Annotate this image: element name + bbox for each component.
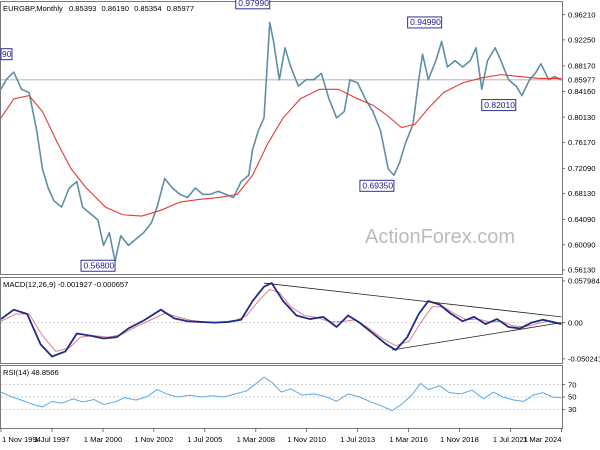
x-tick-label-2: 1 Mar 2000 (84, 435, 122, 444)
macd-panel-frame (0, 277, 563, 364)
macd-y-tick-label-1: 0.00 (568, 318, 583, 327)
rsi-panel-label: RSI(14) 48.8566 (3, 368, 59, 377)
x-tick-label-9: 1 Nov 2018 (440, 435, 479, 444)
x-tick-label-4: 1 Jul 2005 (187, 435, 222, 444)
sma-series-line (0, 74, 562, 217)
callout-box-4 (80, 259, 116, 272)
price-y-tick-label-0: 0.96210 (568, 10, 595, 19)
price-y-tick-label-7: 0.68130 (568, 189, 595, 198)
rsi-line (0, 376, 562, 412)
x-tick-label-0: 1 Nov 1994 (2, 435, 41, 444)
current-price-label: 0.85977 (568, 76, 595, 85)
callout-box-0 (235, 0, 271, 10)
price-series-line (0, 21, 562, 263)
callout-label-0: 0.97990 (238, 0, 269, 8)
x-tick-label-1: 1 Jul 1997 (34, 435, 69, 444)
price-y-tick-label-3: 0.84160 (568, 87, 595, 96)
callout-label-4: 0.56800 (84, 261, 115, 271)
ohlc-close: 0.85977 (167, 4, 194, 13)
price-y-tick-label-9: 0.60090 (568, 240, 595, 249)
callout-label-1: 0.94990 (410, 17, 441, 27)
callout-box-2 (481, 99, 517, 112)
price-y-tick-label-1: 0.92250 (568, 36, 595, 45)
price-panel-header: EURGBP,Monthly 0.85393 0.86190 0.85354 0… (3, 4, 194, 13)
x-tick-label-7: 1 Jul 2013 (340, 435, 375, 444)
left-edge-callout-box (0, 48, 13, 61)
symbol-label: EURGBP (3, 4, 35, 13)
left-edge-callout-label: 90 (2, 49, 12, 59)
x-tick-label-3: 1 Nov 2002 (134, 435, 173, 444)
ohlc-open: 0.85393 (69, 4, 96, 13)
macd-line (0, 282, 562, 358)
watermark: ActionForex.com (365, 226, 515, 248)
ohlc-high: 0.86190 (102, 4, 129, 13)
macd-panel: 0.057984 0.00 -0.050241 (0, 277, 600, 364)
macd-trendline-1 (391, 322, 562, 351)
timeframe-label: Monthly (36, 4, 63, 13)
rsi-y-tick-label-2: 30 (568, 405, 576, 414)
x-tick-label-11: 1 Mar 2024 (523, 435, 561, 444)
x-tick-label-5: 1 Mar 2008 (237, 435, 275, 444)
callout-label-2: 0.82010 (484, 100, 515, 110)
x-tick-label-6: 1 Nov 2010 (287, 435, 326, 444)
callout-label-3: 0.69350 (362, 181, 393, 191)
callout-box-3 (359, 179, 395, 192)
price-y-tick-label-2: 0.88170 (568, 62, 595, 71)
macd-y-tick-label-0: 0.057984 (568, 277, 600, 286)
macd-y-tick-label-2: -0.050241 (568, 355, 600, 364)
price-y-tick-label-8: 0.64090 (568, 215, 595, 224)
x-tick-label-8: 1 Mar 2016 (389, 435, 427, 444)
price-panel-frame (0, 1, 563, 275)
price-panel: 0.96210 0.92250 0.88170 0.84160 0.80130 0.761… (0, 0, 595, 275)
macd-trendline-0 (263, 282, 562, 318)
price-y-tick-label-5: 0.76170 (568, 138, 595, 147)
header-sep: , (34, 4, 36, 13)
callout-box-1 (407, 16, 443, 29)
price-y-tick-label-6: 0.72090 (568, 164, 595, 173)
price-y-tick-label-10: 0.56130 (568, 266, 595, 275)
ohlc-low: 0.85354 (134, 4, 161, 13)
price-y-tick-label-4: 0.80130 (568, 113, 595, 122)
macd-panel-label: MACD(12,26,9) -0.001927 -0.000657 (3, 280, 128, 289)
macd-signal-line (0, 288, 562, 353)
rsi-panel: 70 50 30 (0, 376, 576, 414)
rsi-y-tick-label-1: 50 (568, 393, 576, 402)
rsi-y-tick-label-0: 70 (568, 380, 576, 389)
x-tick-label-10: 1 Jul 2021 (493, 435, 528, 444)
